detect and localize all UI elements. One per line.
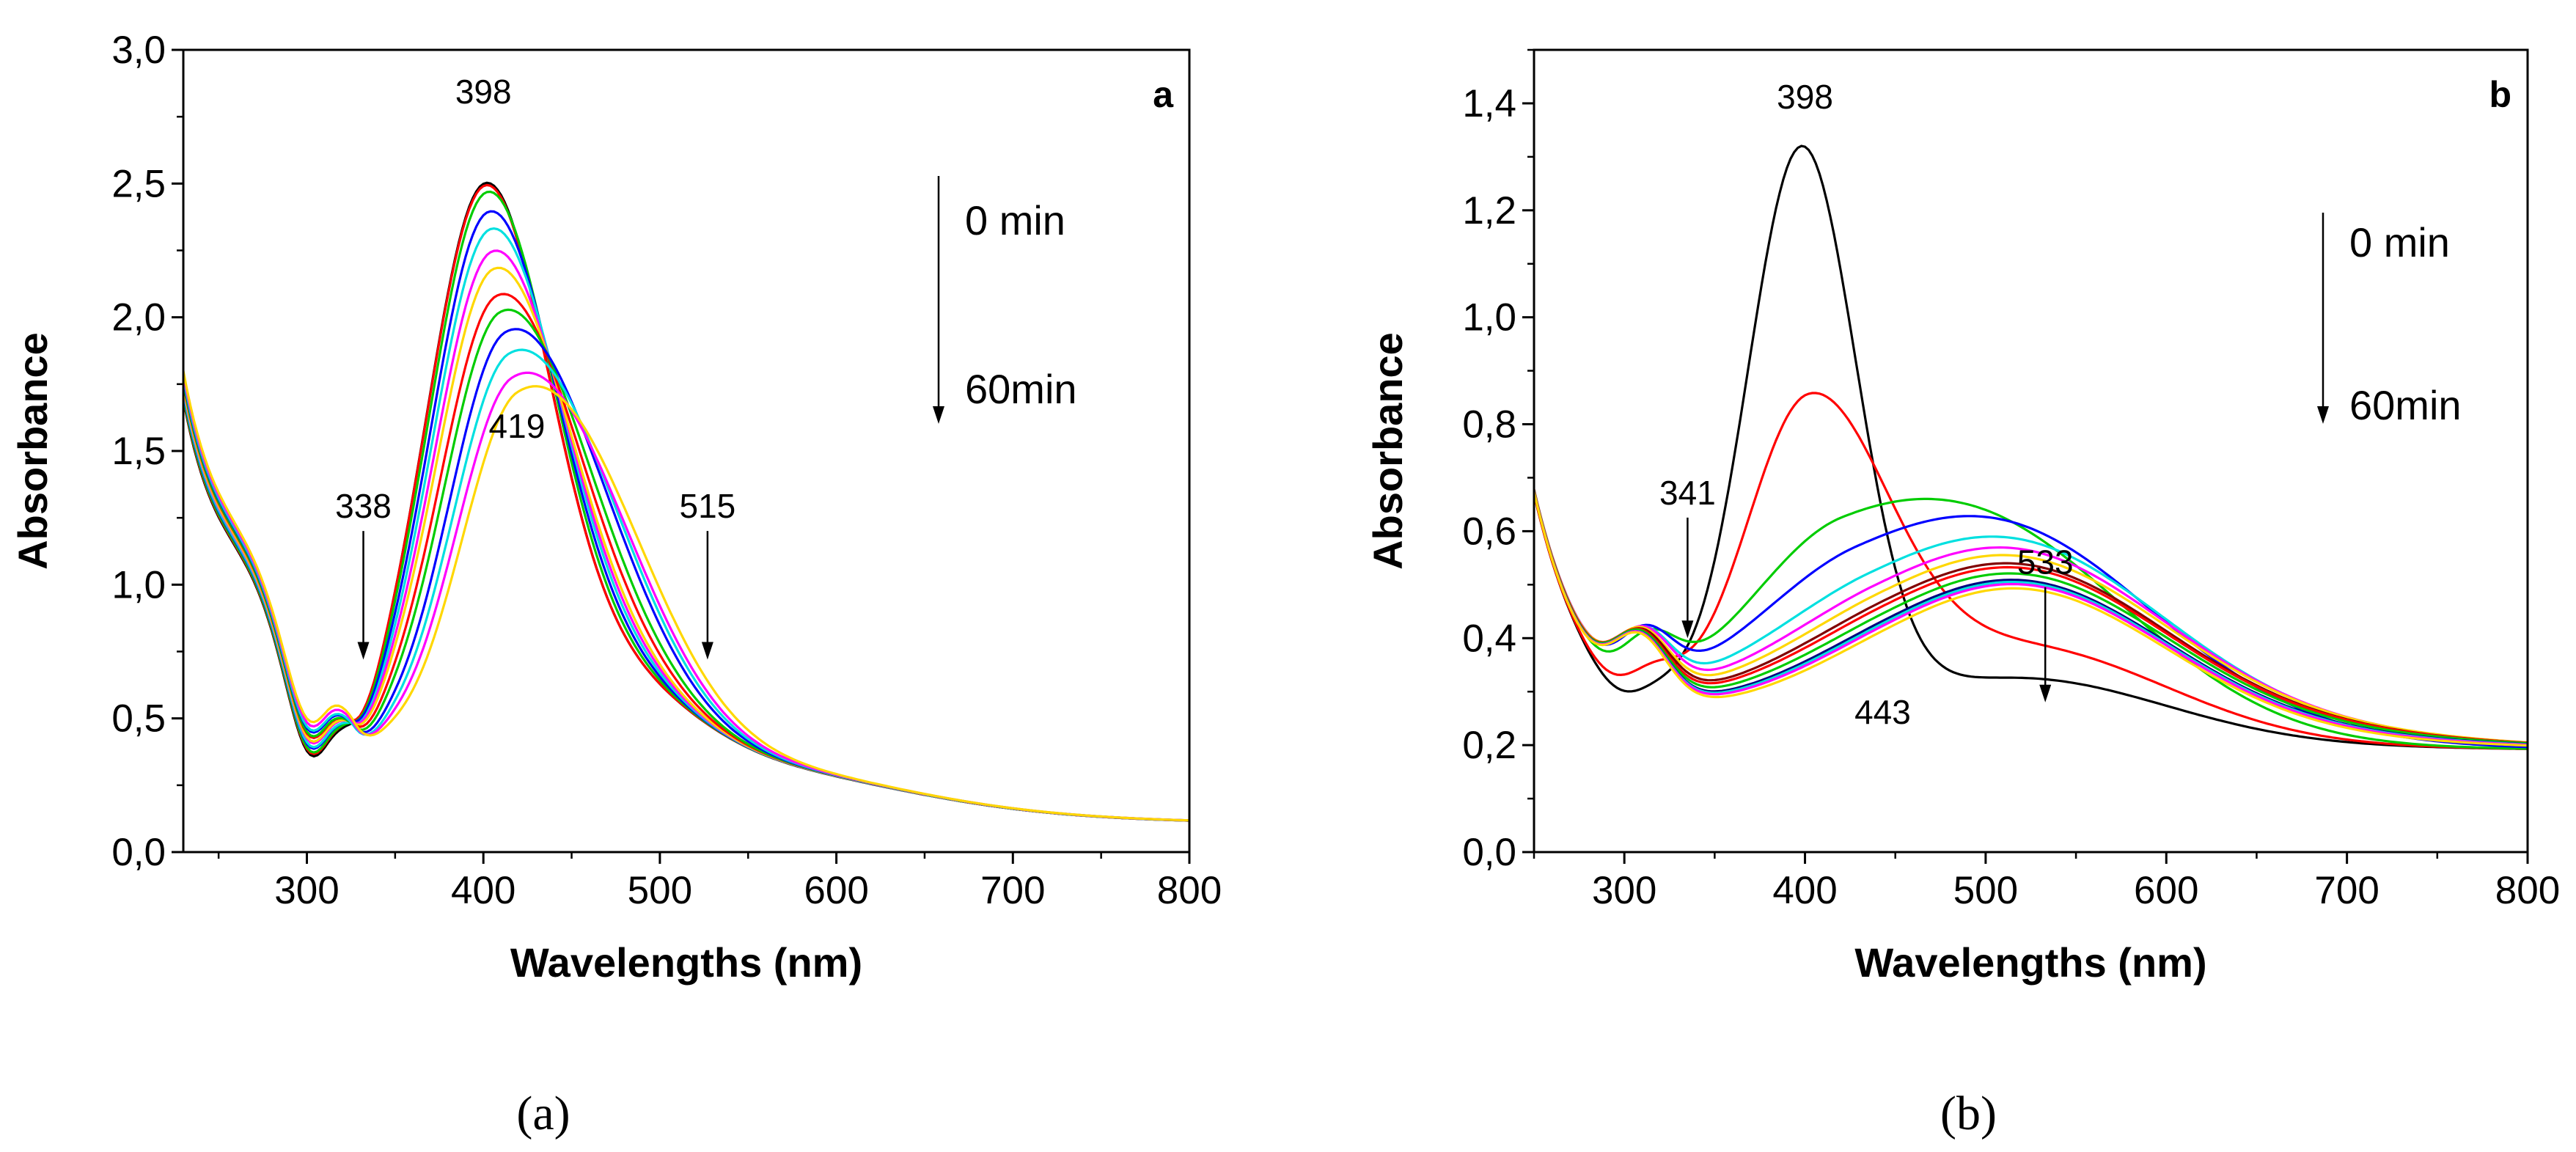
annotation-arrow-head <box>701 642 713 660</box>
x-tick-label: 700 <box>2314 869 2379 912</box>
x-tick-label: 300 <box>274 869 339 912</box>
legend-arrow-head <box>2317 406 2329 424</box>
series-line-13 <box>182 370 1190 822</box>
x-tick-label: 700 <box>980 869 1045 912</box>
y-tick-label: 0,5 <box>111 697 166 741</box>
y-tick-label: 0,0 <box>1462 831 1516 874</box>
chart-panel-a: 300 400 500 600 700 800 0,0 0,5 1,0 1,5 2,0 2,5 3,0 W… <box>10 29 1222 1140</box>
y-tick-label: 1,0 <box>1462 296 1516 340</box>
annotation-arrow-head <box>2039 684 2052 702</box>
x-tick-label: 600 <box>804 869 868 912</box>
peak-annotation: 341 <box>1659 474 1716 512</box>
series-line-13 <box>1533 491 2528 746</box>
y-tick-label: 2,5 <box>111 162 166 205</box>
y-tick-label: 2,0 <box>111 296 166 340</box>
y-tick-label: 0,4 <box>1462 617 1516 660</box>
chart-panel-b: 300 400 500 600 700 800 0,0 0,2 0,4 0,6 0,8 1,0 1,2 1… <box>1365 48 2560 1140</box>
x-tick-label: 500 <box>1953 869 2018 912</box>
x-tick-label: 800 <box>1157 869 1222 912</box>
series-line-14 <box>1533 491 2528 747</box>
peak-annotation: 338 <box>335 487 392 525</box>
x-tick-label: 300 <box>1592 869 1656 912</box>
series-line-12 <box>182 371 1190 822</box>
panel-caption: (a) <box>516 1087 570 1140</box>
x-tick-label: 400 <box>451 869 515 912</box>
series-line-10 <box>1533 490 2528 745</box>
series-line-4 <box>1533 490 2528 749</box>
y-tick-label: 0,8 <box>1462 403 1516 447</box>
annotation-arrow-head <box>1681 620 1694 639</box>
x-axis-title: Wavelengths (nm) <box>510 939 862 986</box>
peak-annotation: 398 <box>1777 78 1833 116</box>
legend-arrow-head <box>933 406 944 424</box>
peak-annotation: 398 <box>455 73 512 111</box>
annotation-arrow-head <box>357 642 370 660</box>
x-tick-label: 600 <box>2134 869 2198 912</box>
legend-end-label: 60min <box>2349 382 2462 428</box>
y-tick-label: 1,5 <box>111 430 166 473</box>
y-tick-label: 1,2 <box>1462 189 1516 232</box>
legend-start-label: 0 min <box>965 197 1065 243</box>
y-tick-label: 0,2 <box>1462 724 1516 767</box>
x-tick-label: 800 <box>2495 869 2560 912</box>
series-line-7 <box>1533 489 2528 744</box>
series-line-11 <box>182 348 1190 822</box>
y-axis-title: Absorbance <box>1365 332 1411 570</box>
x-tick-label: 500 <box>628 869 692 912</box>
panel-letter: b <box>2489 74 2511 115</box>
plot-frame <box>1533 48 2529 854</box>
panel-caption: (b) <box>1940 1087 1997 1140</box>
series-line-3 <box>1533 491 2528 750</box>
series-line-2 <box>1533 392 2528 750</box>
legend-end-label: 60min <box>965 366 1077 412</box>
legend-start-label: 0 min <box>2349 219 2450 265</box>
panel-letter: a <box>1153 74 1174 115</box>
y-tick-label: 1,4 <box>1462 82 1516 125</box>
peak-annotation: 419 <box>489 407 546 445</box>
y-tick-label: 3,0 <box>111 29 166 72</box>
y-axis-title: Absorbance <box>10 332 56 570</box>
series-line-9 <box>1533 490 2528 744</box>
y-tick-label: 0,6 <box>1462 510 1516 553</box>
y-tick-label: 0,0 <box>111 831 166 874</box>
series-line-7 <box>182 266 1190 822</box>
x-tick-label: 400 <box>1772 869 1837 912</box>
peak-annotation: 443 <box>1854 693 1911 731</box>
peak-annotation: 515 <box>680 487 736 525</box>
y-tick-label: 1,0 <box>111 563 166 606</box>
x-axis-title: Wavelengths (nm) <box>1854 939 2206 986</box>
series-line-1 <box>1533 144 2528 750</box>
peak-annotation: 533 <box>2017 543 2074 581</box>
